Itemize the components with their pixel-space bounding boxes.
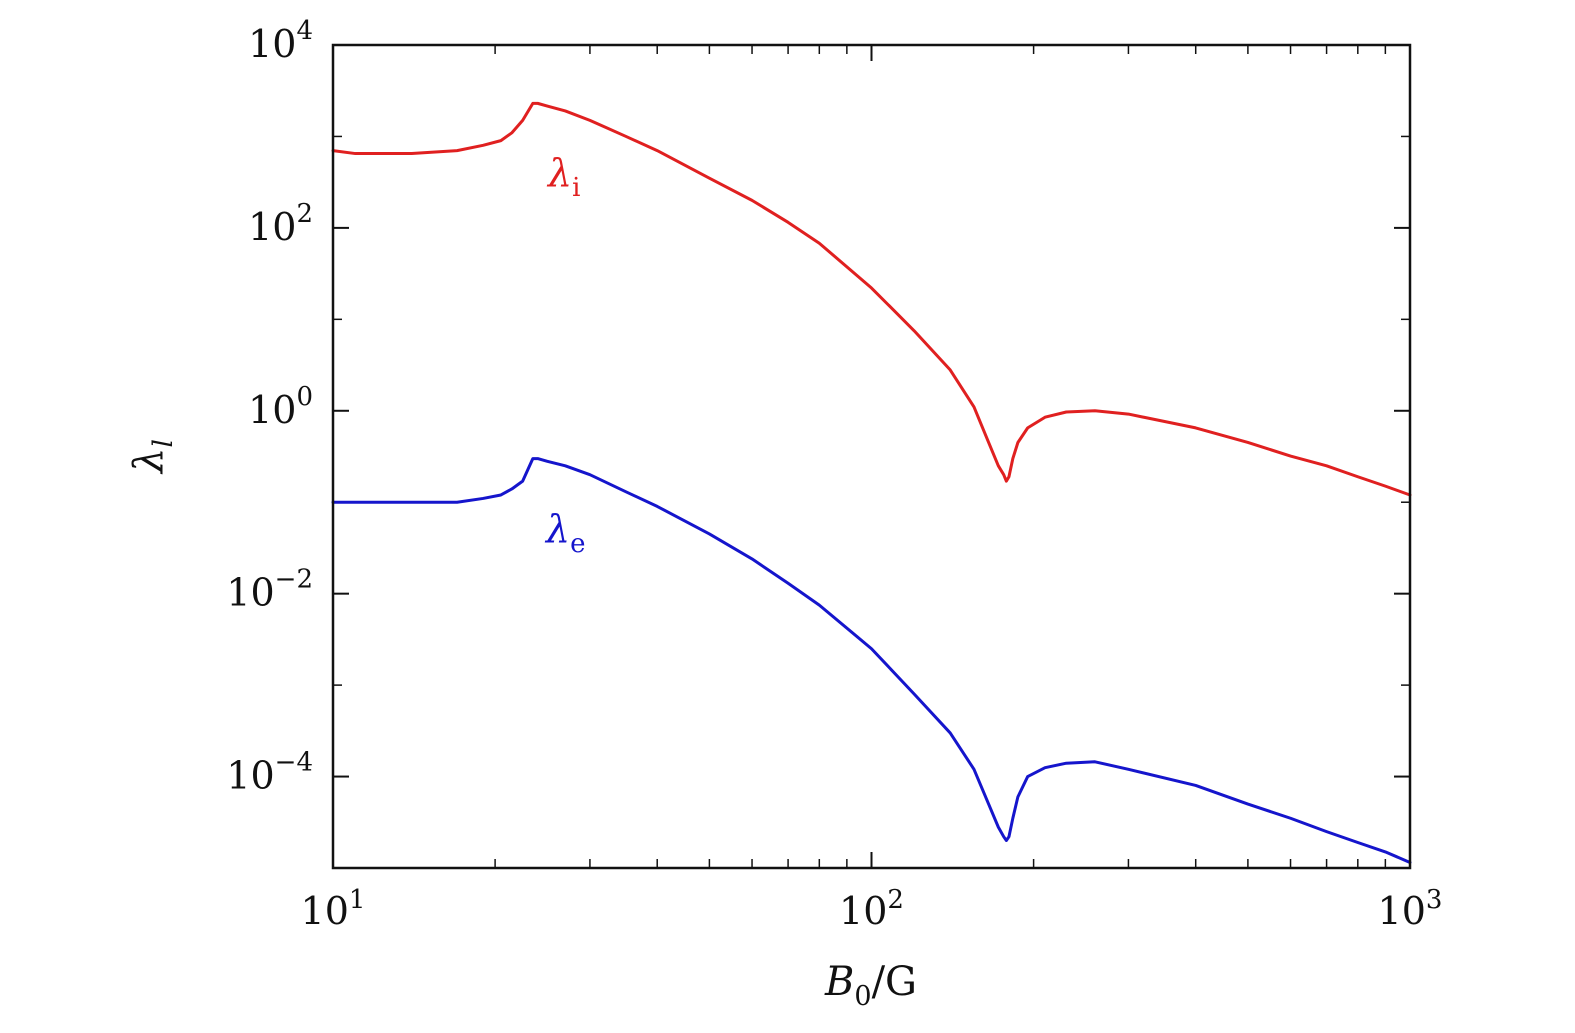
y-tick-label-exp: −4 [275, 748, 313, 778]
y-axis-label: λl [126, 439, 179, 475]
y-tick-label-base: 10 [226, 571, 274, 615]
x-tick-label-base: 10 [839, 889, 887, 933]
y-tick-label-base: 10 [248, 205, 296, 249]
series-label-lambda-e: λe [544, 507, 585, 559]
x-tick-label-base: 10 [301, 889, 349, 933]
y-tick-label-exp: −2 [275, 565, 313, 595]
y-tick-label-base: 10 [248, 388, 296, 432]
minor-ticks [333, 45, 1410, 869]
y-tick-label: 102 [248, 199, 313, 249]
major-ticks [332, 44, 1411, 868]
series-line-i [331, 101, 1412, 497]
x-tick-label-exp: 2 [887, 885, 904, 915]
y-tick-label-exp: 4 [296, 16, 313, 46]
x-tick-label-base: 10 [1378, 889, 1426, 933]
x-tick-label-exp: 1 [349, 885, 366, 915]
x-tick-label: 101 [301, 885, 366, 933]
x-tick-label-exp: 3 [1426, 885, 1443, 915]
series-line-e [331, 457, 1412, 864]
series-label-lambda-i: λi [546, 151, 580, 203]
y-tick-label-base: 10 [248, 22, 296, 66]
series-layer [331, 101, 1412, 864]
y-tick-label: 10−2 [226, 565, 313, 615]
y-tick-label: 100 [248, 382, 313, 432]
y-tick-label-exp: 2 [296, 199, 313, 229]
x-tick-label: 102 [839, 885, 904, 933]
y-tick-label-exp: 0 [296, 382, 313, 412]
y-tick-label: 104 [248, 16, 313, 66]
x-axis-label: B0/G [824, 959, 917, 1012]
x-tick-label: 103 [1378, 885, 1443, 933]
plot-frame [331, 43, 1412, 870]
y-tick-label-base: 10 [226, 754, 274, 798]
y-tick-label: 10−4 [226, 748, 313, 798]
